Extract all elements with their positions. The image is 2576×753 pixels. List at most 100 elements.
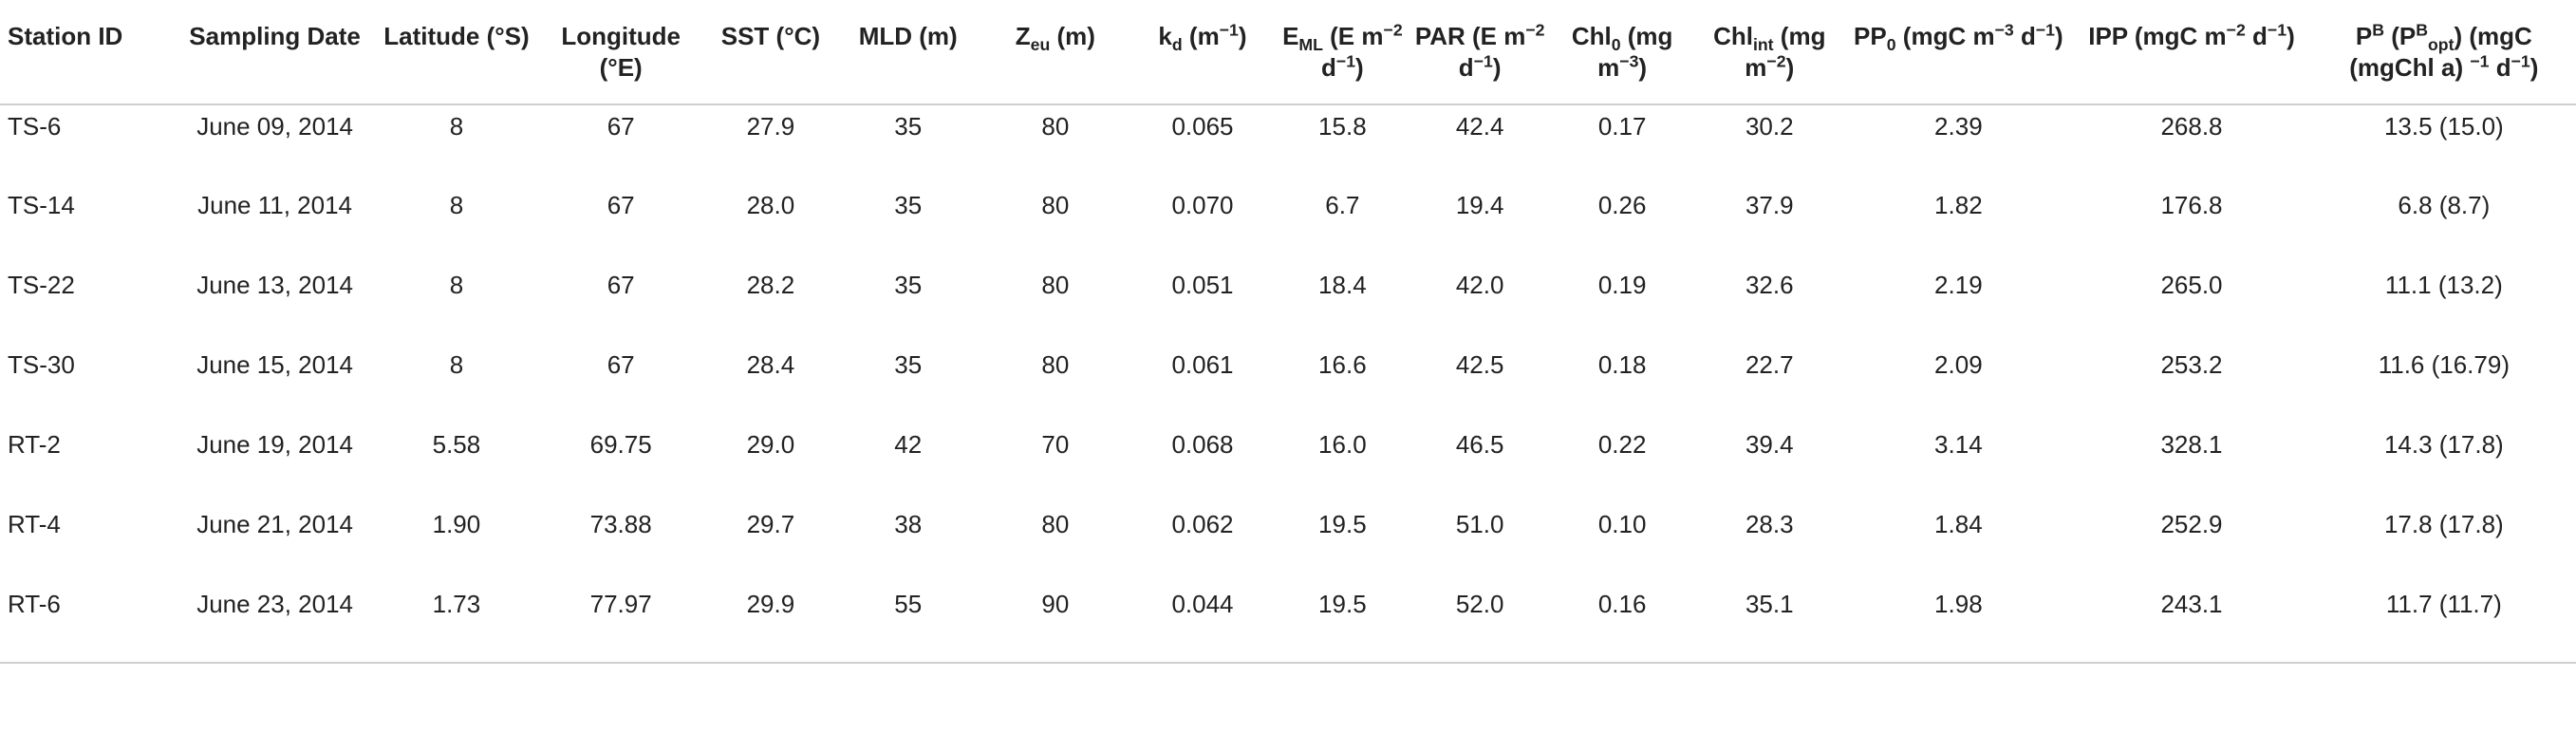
column-header-text: −1	[2267, 20, 2287, 40]
column-header-text: (E m	[1322, 22, 1384, 50]
column-header-text: (m	[1182, 22, 1220, 50]
table-cell: 252.9	[2160, 510, 2223, 538]
table-cell: 35	[894, 271, 923, 299]
column-header-text: d	[2013, 22, 2036, 50]
column-header-text: B	[2372, 20, 2384, 40]
table-cell: 51.0	[1455, 510, 1504, 538]
column-header: PB (PBopt) (mgC (mgChl a) −1 d−1)	[2311, 0, 2576, 105]
table-cell: 0.16	[1551, 583, 1694, 664]
table-header-row: Station ID Sampling Date Latitude (°S) Long…	[0, 0, 2576, 105]
table-cell: 55	[834, 583, 982, 664]
table-cell: 1.84	[1934, 510, 1983, 538]
table-cell: 42	[894, 430, 923, 459]
table-cell: 80	[1041, 350, 1070, 379]
column-header-text: )	[2055, 22, 2063, 50]
table-cell: 35	[894, 350, 923, 379]
column-header-text: d	[1458, 53, 1474, 82]
table-cell: 42.4	[1455, 112, 1504, 141]
column-header-text: k	[1158, 22, 1172, 50]
table-cell: 77.97	[534, 583, 707, 664]
column-header-text: E	[1282, 22, 1299, 50]
table-cell: 243.1	[2071, 583, 2312, 664]
column-header: Longitude (°E)	[534, 0, 707, 105]
column-header-text: MLD (m)	[858, 22, 958, 50]
station-id-cell: TS-6	[8, 112, 62, 141]
column-header-text: )	[1355, 53, 1364, 82]
column-header-text: Z	[1015, 22, 1031, 50]
column-header-text: Sampling Date	[189, 22, 361, 50]
table-cell: 39.4	[1745, 430, 1794, 459]
column-header-text: −1	[1473, 51, 1493, 71]
table-cell: 28.4	[746, 350, 795, 379]
table-cell: 328.1	[2160, 430, 2223, 459]
station-id-cell: TS-22	[8, 271, 75, 299]
table-cell: June 09, 2014	[196, 112, 353, 141]
table-cell: 18.4	[1318, 271, 1367, 299]
table-cell: 0.17	[1597, 112, 1647, 141]
table-cell: 0.061	[1171, 350, 1234, 379]
column-header-text: PP	[1854, 22, 1887, 50]
column-header-text: PAR (E m	[1414, 22, 1526, 50]
table-cell: 8	[449, 350, 464, 379]
table-cell: 13.5 (15.0)	[2383, 112, 2504, 141]
table-cell: 0.068	[1171, 430, 1234, 459]
table-cell: 37.9	[1745, 191, 1794, 219]
column-header: kd (m−1)	[1129, 0, 1277, 105]
table-cell: 80	[1041, 191, 1070, 219]
column-header-text: 0	[1611, 35, 1621, 55]
column-header-text: (m)	[1050, 22, 1095, 50]
table-cell: 30.2	[1745, 112, 1794, 141]
column-header-text: )	[1492, 53, 1502, 82]
table-row: TS-30 June 15, 2014 8 67 28.4 35 80 0.061 16.6 42…	[0, 344, 2576, 424]
table-cell: 0.18	[1597, 350, 1647, 379]
column-header-text: (P	[2383, 22, 2417, 50]
station-id-cell: RT-2	[8, 430, 61, 459]
table-cell: 69.75	[589, 430, 652, 459]
table-cell: 28.0	[746, 191, 795, 219]
table-cell: 19.5	[1276, 583, 1409, 664]
table-cell: 15.8	[1318, 112, 1367, 141]
table-cell: 268.8	[2160, 112, 2223, 141]
table-cell: 80	[1041, 112, 1070, 141]
column-header-text: d	[1321, 53, 1336, 82]
table-cell: 2.09	[1934, 350, 1983, 379]
table-cell: 1.82	[1934, 191, 1983, 219]
column-header-text: )	[1785, 53, 1795, 82]
column-header-text: )	[1638, 53, 1648, 82]
column-header-text: Chl	[1713, 22, 1753, 50]
column-header: PP0 (mgC m−3 d−1)	[1845, 0, 2072, 105]
column-header-text: )	[2529, 53, 2539, 82]
table-cell: 42.0	[1455, 271, 1504, 299]
column-header-text: Latitude (°S)	[383, 22, 530, 50]
table-cell: 5.58	[432, 430, 481, 459]
table-row: RT-4 June 21, 2014 1.90 73.88 29.7 38 80 0.062 1…	[0, 503, 2576, 583]
column-header: Station ID	[0, 0, 172, 105]
table-cell: 8	[449, 191, 464, 219]
column-header-text: ML	[1298, 35, 1323, 55]
column-header-text: (mgC m	[1895, 22, 1995, 50]
table-cell: 16.0	[1318, 430, 1367, 459]
table-cell: 67	[607, 191, 635, 219]
table-cell: 46.5	[1455, 430, 1504, 459]
column-header-text: −2	[2226, 20, 2246, 40]
table-cell: 19.5	[1318, 510, 1367, 538]
table-cell: 1.90	[432, 510, 481, 538]
table-cell: 176.8	[2160, 191, 2223, 219]
table-cell: 0.044	[1129, 583, 1277, 664]
column-header: Chl0 (mg m−3)	[1551, 0, 1694, 105]
table-cell: 35.1	[1693, 583, 1846, 664]
table-cell: June 15, 2014	[196, 350, 353, 379]
column-header-text: −3	[1994, 20, 2014, 40]
column-header-text: 0	[1886, 35, 1896, 55]
table-cell: 11.1 (13.2)	[2384, 271, 2503, 299]
table-cell: 35	[894, 112, 923, 141]
table-cell: 0.10	[1597, 510, 1647, 538]
column-header-text: eu	[1030, 35, 1051, 55]
column-header: Chlint (mg m−2)	[1693, 0, 1846, 105]
table-cell: June 11, 2014	[197, 191, 353, 219]
column-header-text: ) (mgC (mgChl a)	[2349, 22, 2532, 82]
table-row: TS-6 June 09, 2014 8 67 27.9 35 80 0.065 15.8 42.…	[0, 104, 2576, 184]
table-cell: 8	[449, 112, 464, 141]
station-id-cell: RT-6	[0, 583, 172, 664]
